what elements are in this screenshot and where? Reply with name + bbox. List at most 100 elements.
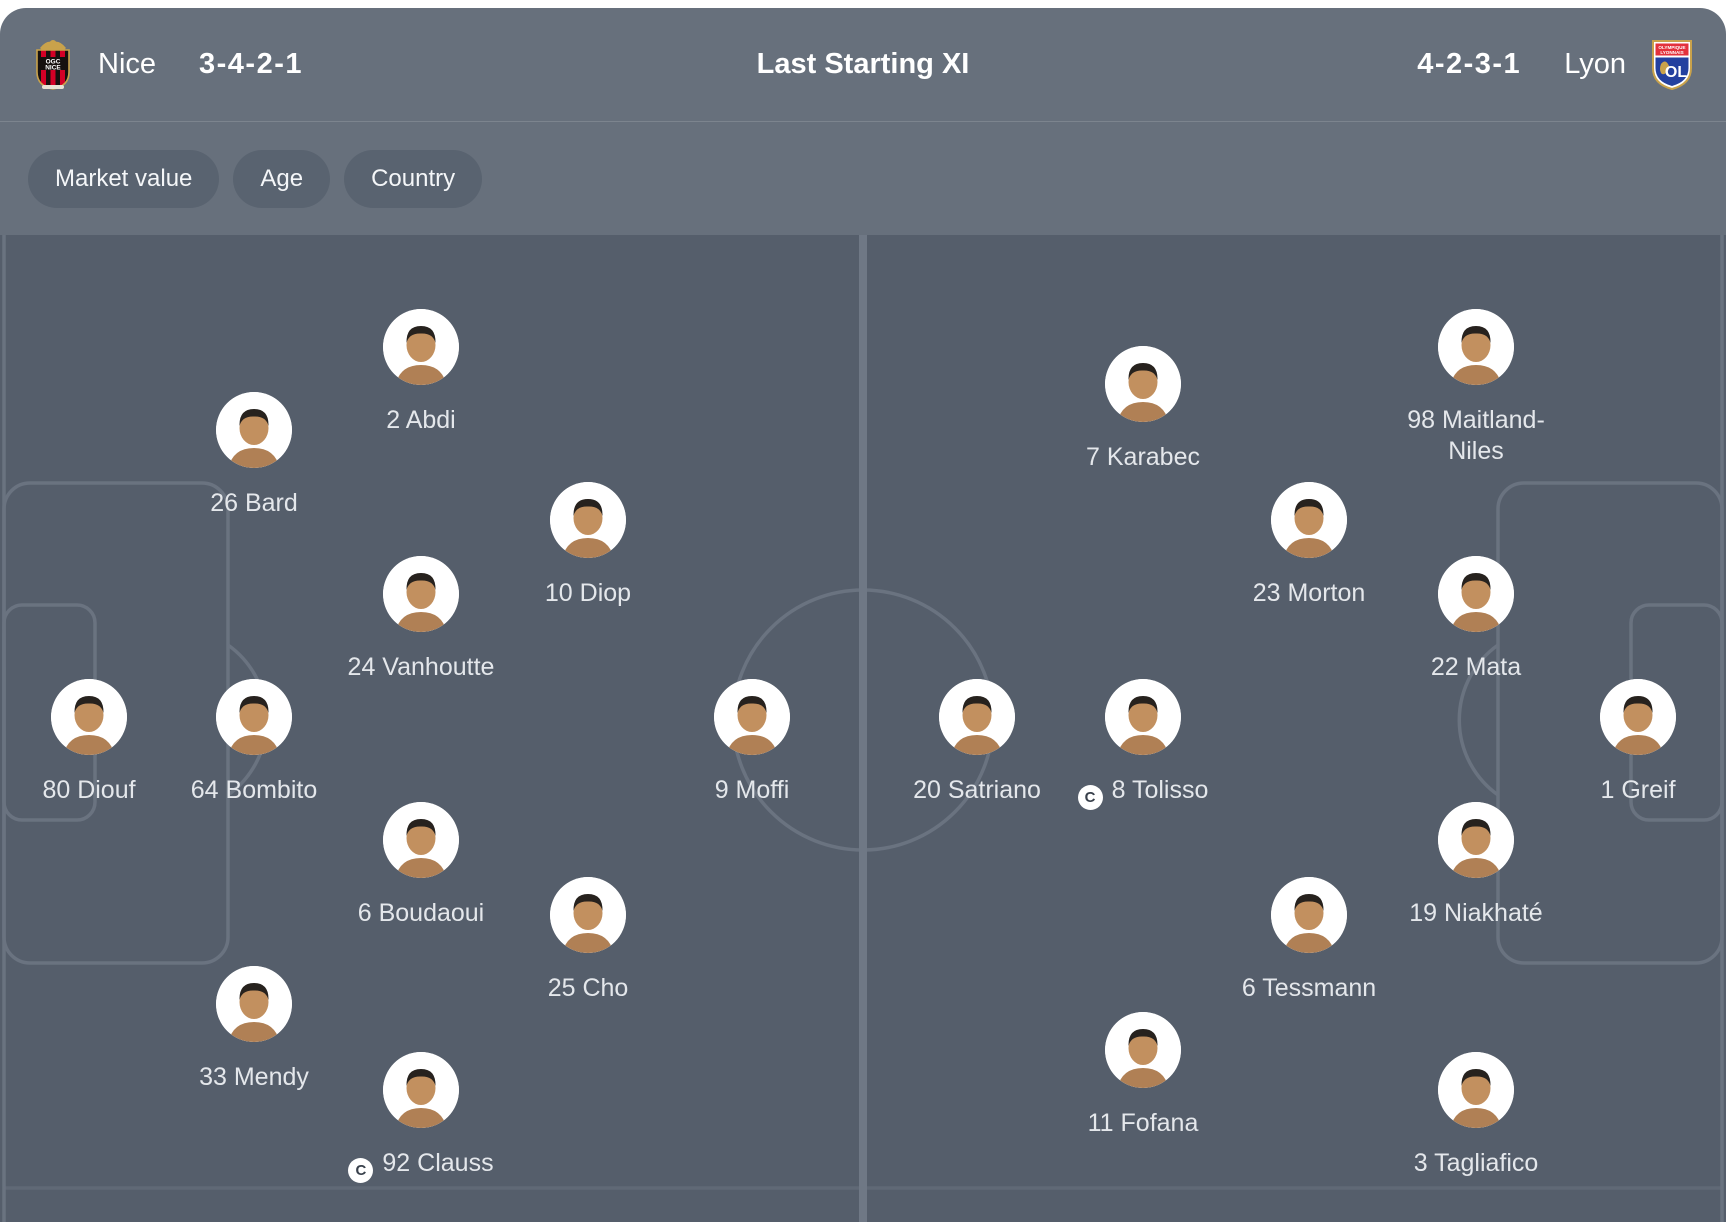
filter-chip-country[interactable]: Country — [344, 149, 483, 208]
player-label: 2 Abdi — [386, 406, 456, 434]
player-niakhat-[interactable]: 19 Niakhaté — [1376, 802, 1576, 929]
player-tessmann[interactable]: 6 Tessmann — [1209, 877, 1409, 1004]
away-team-name[interactable]: Lyon — [1564, 48, 1626, 80]
player-photo — [1600, 679, 1676, 755]
player-fofana[interactable]: 11 Fofana — [1043, 1012, 1243, 1139]
player-photo — [383, 802, 459, 878]
player-diop[interactable]: 10 Diop — [488, 482, 688, 609]
player-avatar[interactable] — [216, 679, 292, 755]
player-photo — [383, 556, 459, 632]
home-formation: 3-4-2-1 — [199, 48, 304, 80]
player-avatar[interactable] — [1438, 802, 1514, 878]
player-avatar[interactable] — [1271, 482, 1347, 558]
player-photo — [1438, 309, 1514, 385]
page-title: Last Starting XI — [756, 48, 970, 80]
filter-bar: Market value Age Country — [0, 122, 1726, 235]
player-label: 9 Moffi — [714, 776, 790, 804]
player-avatar[interactable] — [714, 679, 790, 755]
player-photo — [1271, 877, 1347, 953]
player-avatar[interactable] — [939, 679, 1015, 755]
player-avatar[interactable] — [1600, 679, 1676, 755]
player-photo — [383, 309, 459, 385]
player-label: 7 Karabec — [1086, 443, 1200, 471]
player-diouf[interactable]: 80 Diouf — [0, 679, 189, 806]
filter-chip-age[interactable]: Age — [233, 149, 331, 208]
player-label: 64 Bombito — [190, 776, 318, 804]
player-label: 6 Tessmann — [1241, 974, 1377, 1002]
player-photo — [216, 679, 292, 755]
player-label: 24 Vanhoutte — [347, 653, 495, 681]
header: OGC NICE Nice 3-4-2-1 Last Starting XI 4… — [0, 8, 1726, 121]
home-team-name[interactable]: Nice — [98, 48, 157, 80]
header-divider — [0, 121, 1726, 122]
player-avatar[interactable] — [1438, 309, 1514, 385]
player-avatar[interactable] — [216, 966, 292, 1042]
player-label: 26 Bard — [210, 489, 298, 517]
player-bard[interactable]: 26 Bard — [154, 392, 354, 519]
player-satriano[interactable]: 20 Satriano — [877, 679, 1077, 806]
away-formation: 4-2-3-1 — [1417, 48, 1522, 80]
player-photo — [51, 679, 127, 755]
player-boudaoui[interactable]: 6 Boudaoui — [321, 802, 521, 929]
away-team-header[interactable]: 4-2-3-1 Lyon OLYMPIQUE LYONNAIS OL — [1417, 39, 1693, 91]
player-abdi[interactable]: 2 Abdi — [321, 309, 521, 436]
player-morton[interactable]: 23 Morton — [1209, 482, 1409, 609]
player-avatar[interactable] — [383, 556, 459, 632]
player-photo — [550, 877, 626, 953]
player-label: C 92 Clauss — [348, 1148, 494, 1183]
player-avatar[interactable] — [550, 482, 626, 558]
player-label: 23 Morton — [1252, 579, 1366, 607]
player-mata[interactable]: 22 Mata — [1376, 556, 1576, 683]
player-avatar[interactable] — [1438, 1052, 1514, 1128]
pitch: 2 Abdi 26 Bard 10 Diop 24 Vanhoutte 80 Diouf… — [0, 235, 1726, 1222]
player-avatar[interactable] — [1438, 556, 1514, 632]
svg-text:OLYMPIQUE: OLYMPIQUE — [1658, 45, 1685, 50]
svg-text:LYONNAIS: LYONNAIS — [1660, 50, 1683, 55]
player-photo — [1438, 1052, 1514, 1128]
player-photo — [1271, 482, 1347, 558]
player-label: 10 Diop — [544, 579, 632, 607]
player-avatar[interactable] — [1105, 1012, 1181, 1088]
player-vanhoutte[interactable]: 24 Vanhoutte — [321, 556, 521, 683]
player-cho[interactable]: 25 Cho — [488, 877, 688, 1004]
player-bombito[interactable]: 64 Bombito — [154, 679, 354, 806]
player-photo — [1105, 1012, 1181, 1088]
player-karabec[interactable]: 7 Karabec — [1043, 346, 1243, 473]
player-label: 1 Greif — [1600, 776, 1676, 804]
player-avatar[interactable] — [1105, 679, 1181, 755]
player-maitland-niles[interactable]: 98 Maitland-Niles — [1391, 309, 1561, 467]
player-photo — [714, 679, 790, 755]
ogc-nice-crest-icon: OGC NICE — [36, 39, 70, 90]
player-photo — [550, 482, 626, 558]
player-photo — [1438, 556, 1514, 632]
home-team-header[interactable]: OGC NICE Nice 3-4-2-1 — [33, 39, 303, 91]
player-avatar[interactable] — [1105, 346, 1181, 422]
player-greif[interactable]: 1 Greif — [1538, 679, 1726, 806]
player-avatar[interactable] — [216, 392, 292, 468]
player-label: 19 Niakhaté — [1409, 899, 1543, 927]
player-clauss[interactable]: C 92 Clauss — [321, 1052, 521, 1183]
player-photo — [1105, 346, 1181, 422]
player-label: 20 Satriano — [913, 776, 1041, 804]
player-avatar[interactable] — [1271, 877, 1347, 953]
svg-text:OGC: OGC — [46, 58, 61, 65]
lineup-card: OGC NICE Nice 3-4-2-1 Last Starting XI 4… — [0, 8, 1726, 1222]
player-moffi[interactable]: 9 Moffi — [652, 679, 852, 806]
svg-text:NICE: NICE — [45, 64, 61, 71]
player-avatar[interactable] — [51, 679, 127, 755]
player-mendy[interactable]: 33 Mendy — [154, 966, 354, 1093]
player-avatar[interactable] — [383, 1052, 459, 1128]
player-photo — [939, 679, 1015, 755]
player-label: 22 Mata — [1430, 653, 1522, 681]
captain-badge: C — [348, 1158, 374, 1183]
player-tagliafico[interactable]: 3 Tagliafico — [1376, 1052, 1576, 1179]
player-label: 25 Cho — [547, 974, 629, 1002]
svg-text:OL: OL — [1665, 64, 1687, 81]
filter-chip-market-value[interactable]: Market value — [28, 149, 220, 208]
player-avatar[interactable] — [550, 877, 626, 953]
player-avatar[interactable] — [383, 309, 459, 385]
player-avatar[interactable] — [383, 802, 459, 878]
player-label: 6 Boudaoui — [357, 899, 485, 927]
